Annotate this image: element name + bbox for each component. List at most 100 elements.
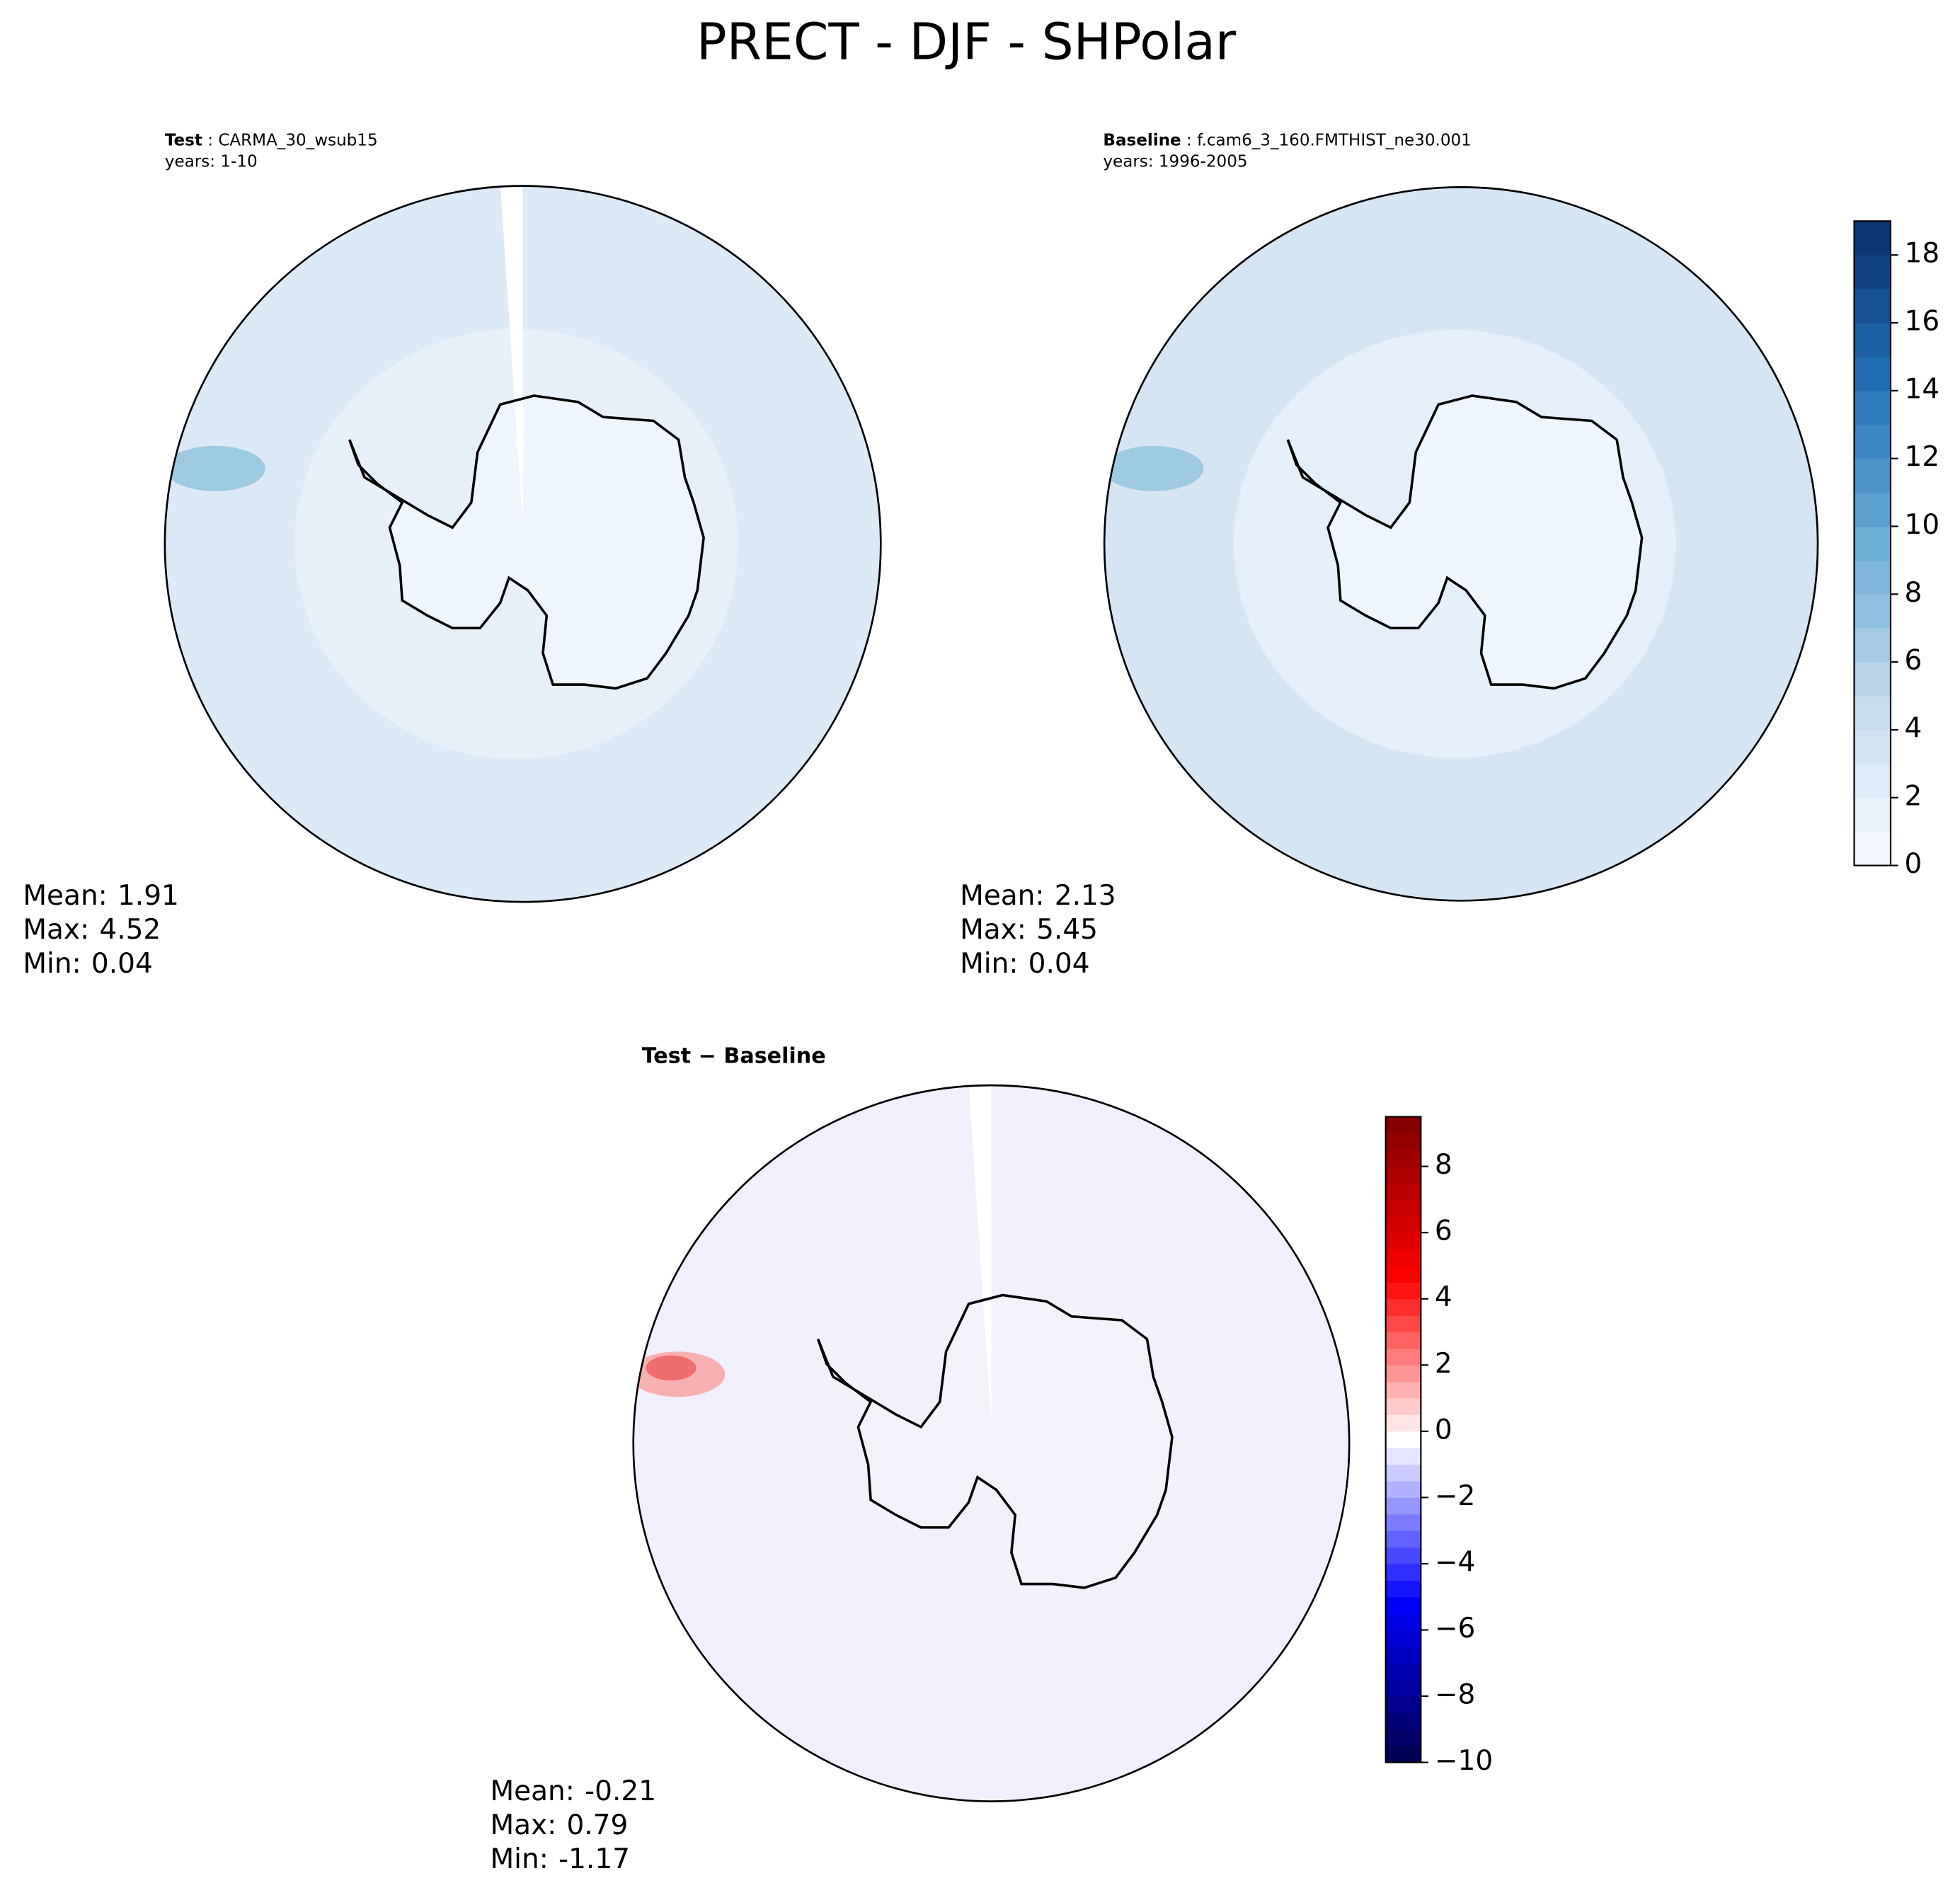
colorbar-band — [1854, 594, 1891, 629]
colorbar-band — [1854, 356, 1891, 391]
colorbar-band — [1385, 1596, 1421, 1614]
stat-value: 1.91 — [118, 879, 179, 911]
map-border — [1103, 186, 1819, 902]
panel-subtitle: years: 1-10 — [165, 152, 258, 171]
colorbar-band — [1385, 1431, 1421, 1448]
colorbar-band — [1385, 1613, 1421, 1630]
stat: Min: 0.04 — [23, 947, 152, 979]
panel-title-bold: Baseline — [1103, 131, 1181, 149]
stat-name: Min: — [960, 947, 1018, 979]
colorbar-tick-label: 12 — [1904, 441, 1939, 473]
colorbar-band — [1385, 1166, 1421, 1184]
panel-title-rest: : CARMA_30_wsub15 — [202, 131, 378, 149]
map — [632, 1082, 1351, 1802]
colorbar-band — [1385, 1531, 1421, 1548]
colorbar-band — [1385, 1679, 1421, 1697]
colorbar-tick-label: 0 — [1435, 1414, 1452, 1446]
colorbar-band — [1385, 1696, 1421, 1713]
map — [164, 183, 882, 903]
colorbar-band — [1385, 1547, 1421, 1564]
colorbar-tick-label: −8 — [1435, 1679, 1476, 1711]
colorbar-band — [1385, 1646, 1421, 1664]
colorbar-band — [1854, 289, 1891, 324]
colorbar-band — [1385, 1298, 1421, 1316]
colorbar-tick-label: −2 — [1435, 1480, 1476, 1512]
colorbar-band — [1854, 831, 1891, 866]
colorbar-band — [1385, 1150, 1421, 1167]
colorbar-band — [1385, 1315, 1421, 1333]
colorbar-band — [1385, 1414, 1421, 1432]
colorbar-band — [1385, 1116, 1421, 1134]
stat: Min: 0.04 — [960, 947, 1089, 979]
stat: Min: -1.17 — [490, 1843, 630, 1875]
colorbar-band — [1385, 1480, 1421, 1498]
suptitle: PRECT - DJF - SHPolar — [697, 12, 1237, 71]
panel-title: Test : CARMA_30_wsub15 — [165, 131, 378, 149]
colorbar-band — [1385, 1249, 1421, 1266]
colorbar-band — [1854, 390, 1891, 425]
stat-value: 4.52 — [99, 913, 161, 945]
colorbar-tick-label: 2 — [1435, 1348, 1452, 1380]
stat-name: Max: — [490, 1809, 556, 1841]
stat: Max: 0.79 — [490, 1809, 628, 1841]
colorbar-band — [1854, 255, 1891, 290]
colorbar-band — [1854, 797, 1891, 833]
colorbar-band — [1385, 1215, 1421, 1233]
colorbar-band — [1854, 492, 1891, 527]
colorbar-band — [1854, 662, 1891, 697]
colorbar-tick-label: 18 — [1904, 238, 1939, 270]
colorbar-band — [1385, 1183, 1421, 1200]
colorbar-band — [1385, 1663, 1421, 1681]
stat-value: -1.17 — [558, 1843, 630, 1875]
stat-name: Mean: — [490, 1775, 574, 1807]
panel-title: Baseline : f.cam6_3_160.FMTHIST_ne30.001 — [1103, 131, 1471, 149]
colorbar-band — [1854, 424, 1891, 459]
stat-name: Min: — [23, 947, 81, 979]
stat: Mean: 2.13 — [960, 879, 1116, 911]
colorbar-tick-label: −10 — [1435, 1745, 1493, 1777]
colorbar-band — [1854, 729, 1891, 765]
colorbar-tick-label: −6 — [1435, 1613, 1476, 1644]
colorbar-band — [1854, 458, 1891, 493]
stat-value: 5.45 — [1036, 913, 1098, 945]
colorbar-tick-label: 4 — [1904, 712, 1922, 744]
stat-name: Mean: — [23, 879, 107, 911]
stat-name: Min: — [490, 1843, 548, 1875]
colorbar-band — [1385, 1448, 1421, 1465]
panel-title-bold: Test — [165, 131, 202, 149]
colorbar-tick-label: 14 — [1904, 373, 1939, 405]
max-blob — [1104, 445, 1204, 491]
panel-title-rest: : f.cam6_3_160.FMTHIST_ne30.001 — [1181, 131, 1472, 149]
map-border — [632, 1084, 1351, 1802]
colorbar-tick-label: 10 — [1904, 509, 1939, 541]
anomaly-red-core — [646, 1355, 697, 1381]
colorbar-band — [1385, 1332, 1421, 1349]
colorbar-tick-label: 6 — [1904, 645, 1922, 677]
colorbar-band — [1385, 1630, 1421, 1647]
colorbar-tick-label: 8 — [1904, 577, 1922, 609]
colorbar-band — [1854, 526, 1891, 561]
colorbar-band — [1854, 763, 1891, 799]
stat: Max: 5.45 — [960, 913, 1098, 945]
colorbar-tick-label: 8 — [1435, 1149, 1452, 1181]
colorbar-band — [1385, 1464, 1421, 1482]
colorbar-band — [1385, 1514, 1421, 1531]
stat-value: 0.79 — [566, 1809, 628, 1841]
max-blob — [164, 445, 265, 491]
stat-value: 2.13 — [1055, 879, 1116, 911]
stat-value: 0.04 — [91, 947, 153, 979]
colorbar-band — [1385, 1133, 1421, 1150]
colorbar-band — [1385, 1348, 1421, 1366]
colorbar-band — [1385, 1398, 1421, 1415]
colorbar-tick-label: 6 — [1435, 1215, 1452, 1247]
colorbar-band — [1385, 1712, 1421, 1730]
stat-name: Max: — [960, 913, 1026, 945]
stat-value: 0.04 — [1028, 947, 1090, 979]
stat-value: -0.21 — [585, 1775, 656, 1807]
colorbar-band — [1385, 1265, 1421, 1283]
colorbar-frame — [1385, 1116, 1422, 1763]
colorbar-band — [1385, 1563, 1421, 1581]
panel-title: Test − Baseline — [642, 1043, 826, 1068]
colorbar-band — [1854, 628, 1891, 663]
